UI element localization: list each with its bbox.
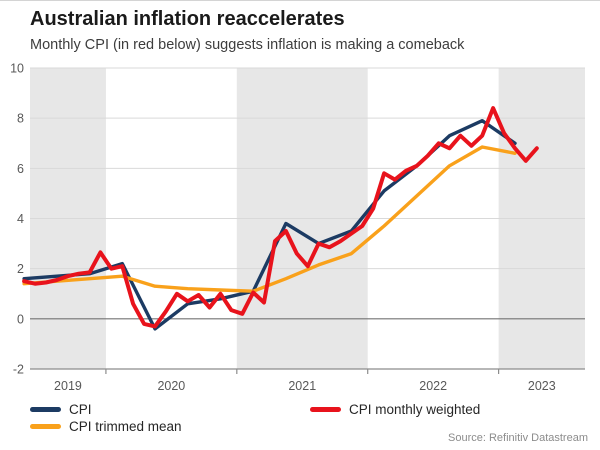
y-tick-label: 6 (17, 162, 24, 176)
legend-label-cpi: CPI (69, 401, 92, 417)
x-tick-label: 2022 (419, 379, 447, 393)
legend-label-cpi-trimmed-mean: CPI trimmed mean (69, 418, 182, 434)
legend-item-cpi: CPI (30, 401, 92, 417)
series-line-cpi-monthly-weighted (22, 106, 539, 329)
x-tick-label: 2021 (288, 379, 316, 393)
cpi-line-swatch (30, 406, 61, 412)
x-tick-label: 2020 (157, 379, 185, 393)
chart-subtitle: Monthly CPI (in red below) suggests infl… (30, 37, 465, 53)
x-tick-label: 2023 (528, 379, 556, 393)
y-tick-label: 4 (17, 212, 24, 226)
y-tick-label: -2 (13, 363, 24, 377)
y-tick-label: 0 (17, 312, 24, 326)
source-credit: Source: Refinitiv Datastream (448, 432, 588, 444)
y-tick-label: 8 (17, 112, 24, 126)
legend-item-cpi-trimmed-mean: CPI trimmed mean (30, 418, 182, 434)
legend-item-cpi-monthly-weighted: CPI monthly weighted (310, 401, 480, 417)
series-line-cpi-trimmed-mean (22, 145, 517, 293)
chart-title: Australian inflation reaccelerates (30, 8, 345, 30)
monthly-cpi-line-swatch (310, 406, 341, 412)
y-tick-label: 10 (10, 62, 24, 76)
trimmed-mean-line-swatch (30, 423, 61, 429)
x-tick-label: 2019 (54, 379, 82, 393)
legend-label-cpi-monthly-weighted: CPI monthly weighted (349, 401, 481, 417)
y-tick-label: 2 (17, 262, 24, 276)
